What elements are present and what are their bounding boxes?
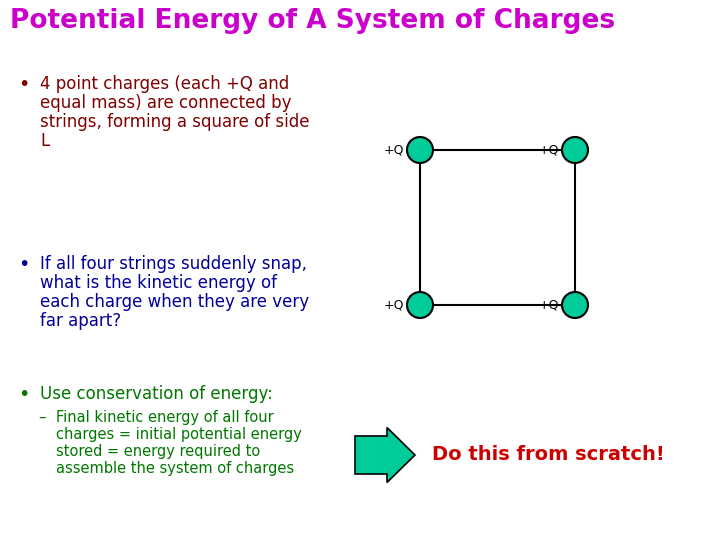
Text: what is the kinetic energy of: what is the kinetic energy of [40, 274, 277, 292]
Text: L: L [40, 132, 49, 150]
Text: Potential Energy of A System of Charges: Potential Energy of A System of Charges [10, 8, 615, 34]
Text: •: • [18, 75, 30, 94]
Text: each charge when they are very: each charge when they are very [40, 293, 309, 311]
Text: far apart?: far apart? [40, 312, 121, 330]
Text: charges = initial potential energy: charges = initial potential energy [56, 427, 302, 442]
Text: strings, forming a square of side: strings, forming a square of side [40, 113, 310, 131]
Text: •: • [18, 385, 30, 404]
Text: +Q: +Q [384, 144, 404, 157]
Circle shape [562, 292, 588, 318]
Circle shape [407, 292, 433, 318]
Text: If all four strings suddenly snap,: If all four strings suddenly snap, [40, 255, 307, 273]
Circle shape [562, 137, 588, 163]
Circle shape [407, 137, 433, 163]
Text: –: – [38, 410, 45, 425]
Text: stored = energy required to: stored = energy required to [56, 444, 260, 459]
Text: Use conservation of energy:: Use conservation of energy: [40, 385, 273, 403]
Text: equal mass) are connected by: equal mass) are connected by [40, 94, 292, 112]
Text: +Q: +Q [384, 299, 404, 312]
Text: 4 point charges (each +Q and: 4 point charges (each +Q and [40, 75, 289, 93]
Text: +Q: +Q [539, 144, 559, 157]
FancyArrow shape [355, 428, 415, 483]
Text: •: • [18, 255, 30, 274]
Text: Do this from scratch!: Do this from scratch! [432, 446, 665, 464]
Text: +Q: +Q [539, 299, 559, 312]
Text: assemble the system of charges: assemble the system of charges [56, 461, 294, 476]
Text: Final kinetic energy of all four: Final kinetic energy of all four [56, 410, 274, 425]
